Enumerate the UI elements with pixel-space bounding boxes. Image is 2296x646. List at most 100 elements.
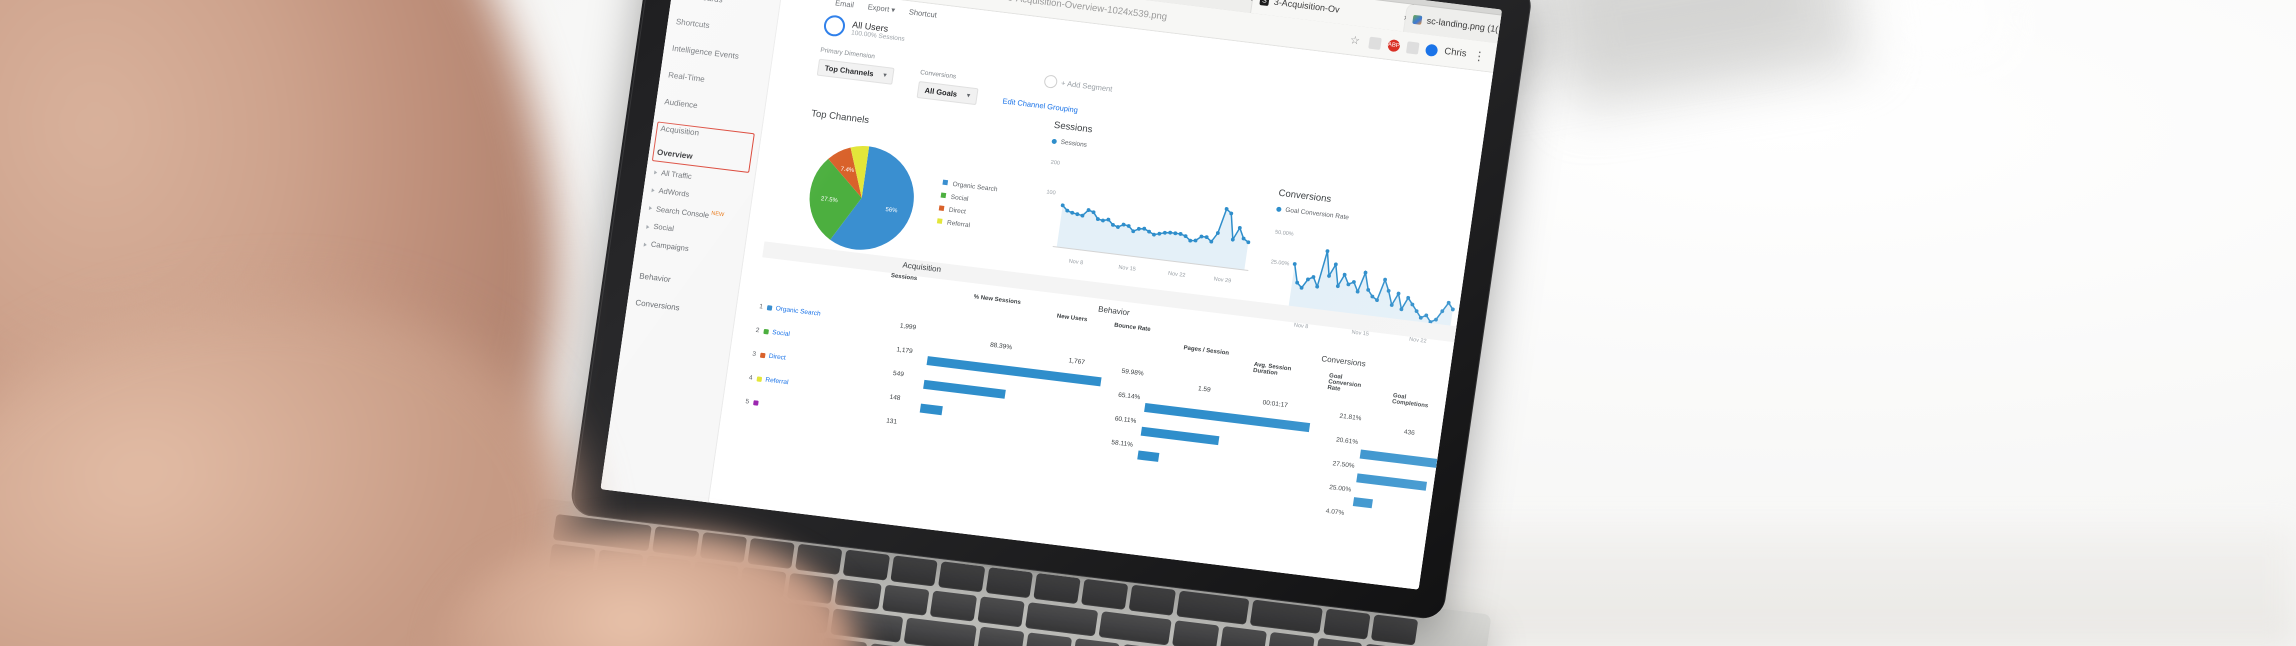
data-point[interactable] bbox=[1173, 231, 1178, 236]
data-point[interactable] bbox=[1375, 298, 1379, 303]
key[interactable] bbox=[977, 626, 1025, 646]
channel-name[interactable]: Organic Search bbox=[775, 305, 822, 318]
data-point[interactable] bbox=[1440, 309, 1445, 314]
pie-slice-organic-search[interactable] bbox=[829, 143, 921, 255]
data-point[interactable] bbox=[1080, 213, 1085, 218]
adblock-icon[interactable]: ABP bbox=[1386, 38, 1401, 52]
pie-slice-direct[interactable] bbox=[823, 145, 868, 198]
edit-channel-grouping-link[interactable]: Edit Channel Grouping bbox=[1001, 96, 1079, 115]
data-point[interactable] bbox=[1136, 226, 1141, 231]
key[interactable] bbox=[1323, 608, 1371, 640]
data-point[interactable] bbox=[1386, 288, 1391, 293]
data-point[interactable] bbox=[1229, 211, 1234, 216]
data-point[interactable] bbox=[1142, 226, 1147, 231]
data-point[interactable] bbox=[1095, 217, 1100, 221]
conversions-select[interactable]: All Goals ▾ bbox=[916, 81, 979, 106]
data-point[interactable] bbox=[1299, 285, 1304, 290]
data-point[interactable] bbox=[1370, 294, 1375, 299]
data-point[interactable] bbox=[1450, 307, 1455, 312]
data-point[interactable] bbox=[1152, 232, 1156, 237]
email-button[interactable]: Email bbox=[834, 0, 855, 10]
key[interactable] bbox=[1370, 614, 1419, 646]
extension-icon[interactable] bbox=[1368, 36, 1382, 50]
data-point[interactable] bbox=[1204, 235, 1209, 240]
key[interactable] bbox=[1080, 578, 1129, 610]
key[interactable] bbox=[977, 596, 1025, 628]
data-point[interactable] bbox=[1315, 284, 1320, 289]
data-point[interactable] bbox=[1224, 207, 1229, 211]
avatar[interactable] bbox=[1424, 43, 1439, 57]
data-point[interactable] bbox=[1311, 275, 1316, 279]
key[interactable] bbox=[890, 555, 938, 587]
data-point[interactable] bbox=[1183, 234, 1188, 239]
data-point[interactable] bbox=[1295, 280, 1300, 285]
data-point[interactable] bbox=[1188, 238, 1193, 243]
col-goal-rate[interactable]: Goal Conversion Rate bbox=[1326, 373, 1362, 393]
channel-name[interactable]: Referral bbox=[764, 376, 789, 387]
data-point[interactable] bbox=[1246, 240, 1251, 245]
key[interactable] bbox=[1072, 638, 1120, 646]
data-point[interactable] bbox=[1193, 238, 1198, 243]
data-point[interactable] bbox=[1215, 231, 1220, 235]
col-goal-completions[interactable]: Goal Completions bbox=[1391, 393, 1429, 410]
key[interactable] bbox=[903, 617, 977, 646]
col-new-users[interactable]: New Users bbox=[1056, 313, 1088, 324]
data-point[interactable] bbox=[1406, 295, 1411, 300]
col-pages-session[interactable]: Pages / Session bbox=[1183, 345, 1230, 357]
key[interactable] bbox=[1098, 611, 1172, 646]
data-point[interactable] bbox=[1060, 203, 1065, 208]
primary-dimension-select[interactable]: Top Channels ▾ bbox=[816, 58, 895, 85]
data-point[interactable] bbox=[1162, 230, 1167, 235]
data-point[interactable] bbox=[1178, 232, 1183, 236]
data-point[interactable] bbox=[1111, 222, 1115, 227]
data-point[interactable] bbox=[1199, 234, 1204, 239]
data-point[interactable] bbox=[1414, 309, 1419, 313]
data-point[interactable] bbox=[1121, 222, 1126, 227]
data-point[interactable] bbox=[1410, 302, 1415, 307]
data-point[interactable] bbox=[1091, 210, 1096, 215]
data-point[interactable] bbox=[1363, 270, 1368, 275]
data-point[interactable] bbox=[1237, 225, 1242, 230]
data-point[interactable] bbox=[1292, 262, 1297, 266]
col-bounce-rate[interactable]: Bounce Rate bbox=[1113, 322, 1151, 334]
data-point[interactable] bbox=[1355, 289, 1360, 294]
data-point[interactable] bbox=[1065, 208, 1070, 213]
channel-name[interactable]: Social bbox=[771, 328, 791, 339]
col-avg-duration[interactable]: Avg. Session Duration bbox=[1252, 361, 1292, 377]
shortcut-button[interactable]: Shortcut bbox=[908, 7, 938, 20]
data-point[interactable] bbox=[1346, 282, 1351, 287]
key[interactable] bbox=[1024, 632, 1073, 646]
data-point[interactable] bbox=[1070, 210, 1075, 215]
data-point[interactable] bbox=[1168, 230, 1173, 235]
data-point[interactable] bbox=[1241, 236, 1246, 241]
key[interactable] bbox=[1128, 584, 1177, 616]
data-point[interactable] bbox=[1424, 313, 1429, 318]
data-point[interactable] bbox=[1106, 217, 1111, 222]
data-point[interactable] bbox=[1396, 291, 1401, 296]
data-point[interactable] bbox=[1383, 277, 1388, 282]
pie-slice-social[interactable] bbox=[804, 157, 867, 243]
menu-icon[interactable]: ⋮ bbox=[1472, 47, 1487, 64]
data-point[interactable] bbox=[1351, 280, 1356, 284]
key[interactable] bbox=[1219, 626, 1268, 646]
data-point[interactable] bbox=[1075, 212, 1080, 217]
bookmark-star-icon[interactable]: ☆ bbox=[1349, 33, 1361, 47]
data-point[interactable] bbox=[1434, 317, 1438, 322]
data-point[interactable] bbox=[1147, 229, 1152, 234]
key[interactable] bbox=[985, 567, 1034, 599]
pie-slice-referral[interactable] bbox=[844, 144, 870, 198]
key[interactable] bbox=[882, 584, 930, 616]
key[interactable] bbox=[1171, 620, 1220, 646]
data-point[interactable] bbox=[1389, 303, 1394, 307]
profile-name[interactable]: Chris bbox=[1443, 45, 1468, 60]
key[interactable] bbox=[1025, 602, 1099, 637]
key[interactable] bbox=[1267, 631, 1315, 646]
key[interactable] bbox=[1033, 572, 1081, 605]
data-point[interactable] bbox=[1116, 225, 1120, 229]
data-point[interactable] bbox=[1086, 208, 1091, 212]
data-point[interactable] bbox=[1157, 231, 1162, 236]
data-point[interactable] bbox=[1101, 218, 1105, 223]
data-point[interactable] bbox=[1126, 224, 1131, 228]
data-point[interactable] bbox=[1131, 229, 1136, 234]
data-point[interactable] bbox=[1327, 273, 1331, 278]
